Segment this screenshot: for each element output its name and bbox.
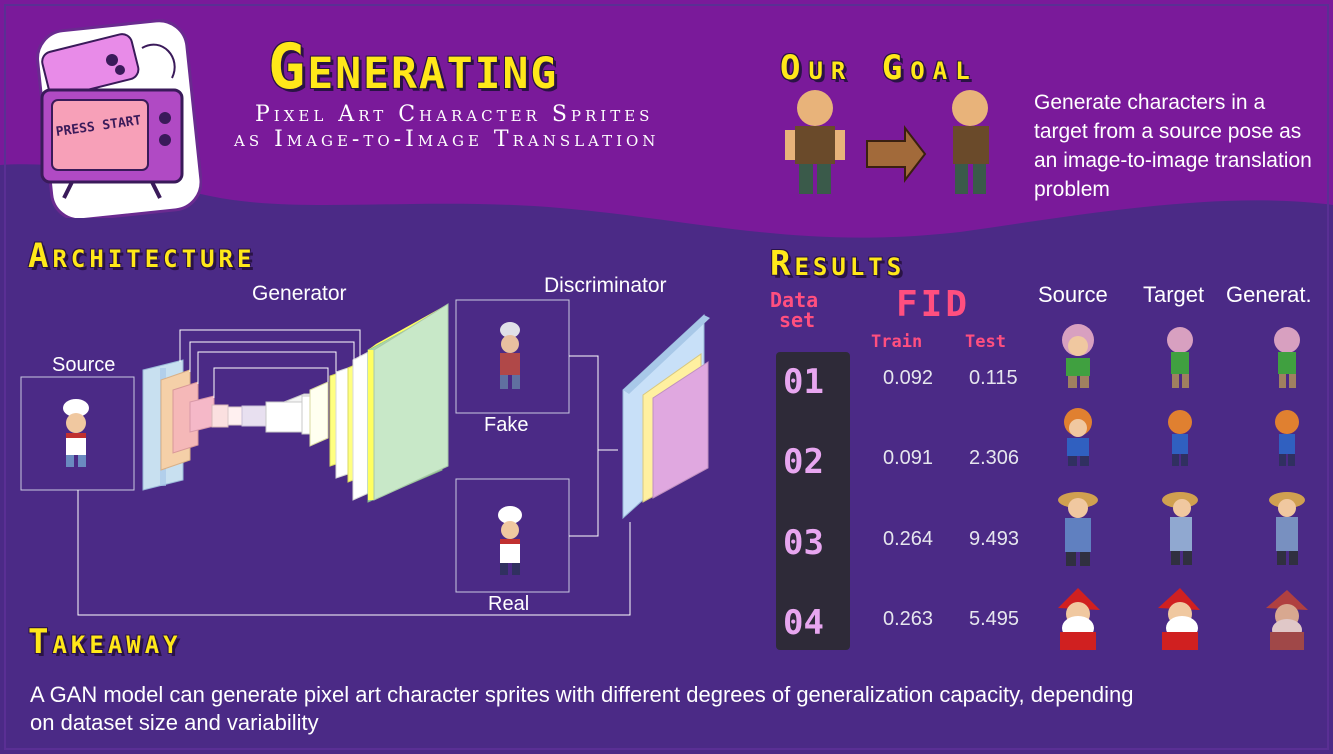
fid-train-value: 0.263 bbox=[883, 608, 934, 630]
goal-heading: Our Goal bbox=[780, 48, 978, 88]
dataset-label-line2: set bbox=[779, 308, 816, 332]
row-04-generated-sprite bbox=[1266, 590, 1308, 650]
subtitle-line1: Pixel Art Character Sprites bbox=[255, 102, 654, 127]
results-sprite-grid bbox=[1058, 324, 1308, 650]
row-04-target-sprite bbox=[1158, 588, 1200, 650]
source-pose-sprite bbox=[785, 90, 845, 194]
fid-train-value: 0.264 bbox=[883, 528, 934, 550]
discriminator-label: Discriminator bbox=[544, 274, 667, 297]
fake-label: Fake bbox=[484, 414, 529, 436]
row-03-sprites bbox=[1058, 492, 1305, 566]
target-pose-sprite bbox=[952, 90, 989, 194]
generator-label: Generator bbox=[252, 282, 347, 305]
dataset-id-01: 01 bbox=[783, 362, 824, 402]
row-02-source-sprite bbox=[1064, 408, 1092, 466]
dataset-id-02: 02 bbox=[783, 442, 824, 482]
col-source-label: Source bbox=[1038, 282, 1108, 307]
goal-sprites bbox=[785, 90, 989, 194]
takeaway-text-line2: on dataset size and variability bbox=[30, 710, 319, 735]
row-03-generated-sprite bbox=[1269, 492, 1305, 565]
subtitle-line2: as Image-to-Image Translation bbox=[234, 127, 660, 152]
row-02-generated-sprite bbox=[1275, 410, 1299, 466]
results-heading: Results bbox=[770, 244, 906, 284]
col-target-label: Target bbox=[1143, 282, 1205, 307]
gamepad-icon bbox=[41, 33, 140, 98]
dataset-id-03: 03 bbox=[783, 523, 824, 563]
dataset-label-line1: Data bbox=[770, 288, 819, 312]
real-label: Real bbox=[488, 593, 530, 615]
fid-test-value: 9.493 bbox=[969, 528, 1020, 550]
retro-tv-logo: PRESS START bbox=[36, 19, 202, 218]
chef-sprite-source bbox=[63, 399, 89, 467]
real-sprite bbox=[498, 506, 522, 575]
fid-label: FID bbox=[896, 284, 971, 325]
fid-test-value: 2.306 bbox=[969, 447, 1020, 469]
row-04-sprites bbox=[1058, 588, 1308, 650]
fid-test-value: 5.495 bbox=[969, 608, 1020, 630]
row-03-target-sprite bbox=[1162, 492, 1198, 565]
dataset-column bbox=[776, 352, 850, 650]
takeaway-heading: Takeaway bbox=[28, 622, 182, 662]
train-label: Train bbox=[871, 332, 923, 352]
fid-train-value: 0.091 bbox=[883, 447, 934, 469]
dataset-id-04: 04 bbox=[783, 603, 824, 643]
takeaway-text-line1: A GAN model can generate pixel art chara… bbox=[30, 682, 1134, 707]
row-01-generated-sprite bbox=[1274, 327, 1300, 388]
page-title: Generating bbox=[268, 30, 559, 103]
test-label: Test bbox=[965, 332, 1006, 352]
row-01-source-sprite bbox=[1062, 324, 1094, 388]
fid-test-value: 0.115 bbox=[969, 367, 1018, 389]
architecture-diagram bbox=[20, 299, 710, 616]
row-01-sprites bbox=[1062, 324, 1300, 388]
goal-description: Generate characters in a target from a s… bbox=[1034, 91, 1312, 201]
row-02-target-sprite bbox=[1168, 410, 1192, 466]
arrow-icon bbox=[866, 125, 927, 183]
fid-train-value: 0.092 bbox=[883, 367, 934, 389]
row-01-target-sprite bbox=[1167, 327, 1193, 388]
col-generated-label: Generat. bbox=[1226, 282, 1312, 307]
architecture-heading: Architecture bbox=[28, 236, 256, 276]
row-03-source-sprite bbox=[1058, 492, 1098, 566]
source-label: Source bbox=[52, 354, 116, 376]
row-04-source-sprite bbox=[1058, 588, 1100, 650]
fake-sprite bbox=[500, 322, 520, 389]
row-02-sprites bbox=[1064, 408, 1299, 466]
